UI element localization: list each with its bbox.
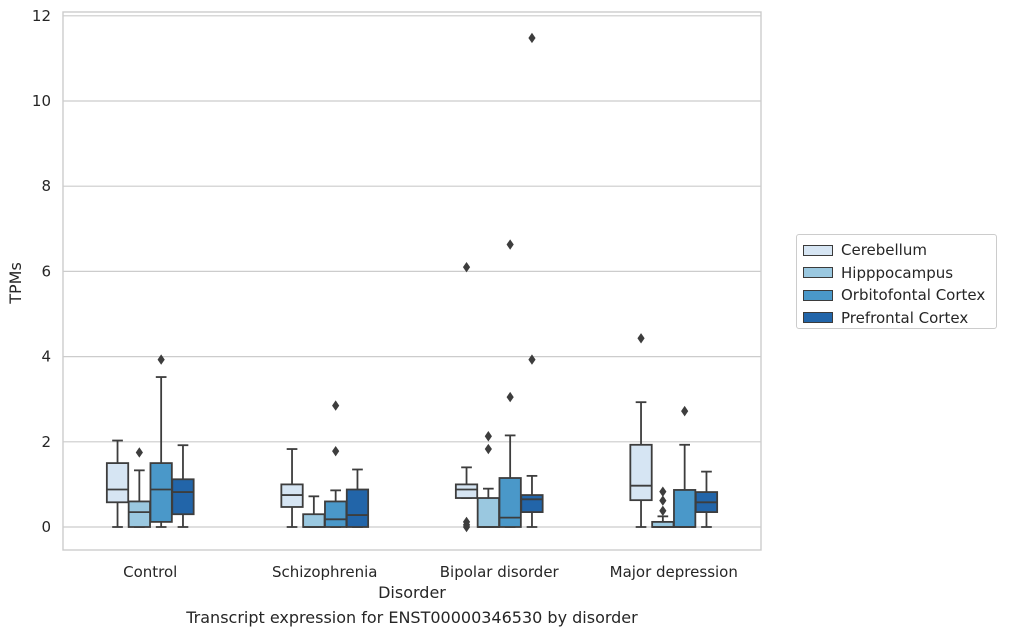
x-tick-label: Bipolar disorder (440, 563, 560, 581)
box (324, 500, 348, 528)
outlier-point (528, 354, 536, 365)
legend: Cerebellum Hipppocampus Orbitofontal Corte… (796, 234, 997, 329)
outlier-point (332, 445, 340, 457)
series-hipppocampus (127, 431, 675, 528)
series-cerebellum (105, 261, 653, 533)
y-tick-label: 10 (32, 92, 51, 110)
legend-item: Prefrontal Cortex (803, 307, 996, 330)
y-axis-label: TPMs (6, 262, 25, 305)
outlier-point (157, 354, 165, 365)
legend-item: Orbitofontal Cortex (803, 284, 996, 307)
series-orbitofontal-cortex (149, 239, 697, 528)
box (476, 497, 500, 528)
series-prefrontal-cortex (171, 32, 719, 528)
x-tick-label: Control (123, 563, 177, 581)
box (171, 478, 195, 516)
x-tick-labels: Control Schizophrenia Bipolar disorder Majo… (123, 563, 738, 581)
y-tick-label: 12 (32, 7, 51, 25)
x-tick-label: Major depression (610, 563, 738, 581)
outlier-point (659, 495, 667, 506)
legend-swatch (803, 289, 833, 301)
outlier-point (332, 400, 340, 411)
box-series (105, 32, 719, 533)
box (673, 489, 697, 528)
grid-lines (63, 15, 761, 528)
outlier-point (462, 521, 471, 533)
x-axis-label: Disorder (378, 583, 446, 602)
outlier-point (135, 447, 143, 458)
box (629, 443, 653, 502)
y-tick-label: 2 (41, 433, 51, 451)
box (345, 488, 370, 528)
plot-frame (62, 11, 762, 551)
y-tick-label: 0 (41, 518, 51, 536)
y-tick-label: 4 (41, 348, 51, 366)
legend-label: Cerebellum (841, 241, 927, 260)
box (498, 477, 522, 528)
legend-item: Hipppocampus (803, 262, 996, 285)
box (127, 500, 151, 528)
outlier-point (506, 391, 514, 403)
legend-swatch (803, 312, 833, 324)
legend-swatch (803, 244, 833, 256)
legend-label: Prefrontal Cortex (841, 308, 969, 327)
outlier-point (462, 261, 471, 273)
legend-item: Cerebellum (803, 239, 996, 262)
outlier-point (681, 405, 689, 417)
y-tick-labels: 0 2 4 6 8 10 12 (32, 7, 51, 536)
y-tick-label: 8 (41, 177, 51, 195)
outlier-point (506, 239, 514, 250)
outlier-point (659, 486, 667, 497)
legend-label: Orbitofontal Cortex (841, 286, 986, 305)
legend-swatch (803, 267, 833, 279)
x-tick-label: Schizophrenia (272, 563, 377, 581)
box (302, 513, 326, 528)
outlier-point (484, 431, 492, 442)
chart-caption: Transcript expression for ENST0000034653… (186, 608, 638, 627)
box (105, 462, 130, 504)
box (520, 494, 544, 513)
box (149, 462, 173, 523)
outlier-point (528, 32, 536, 44)
y-tick-label: 6 (41, 262, 51, 280)
legend-label: Hipppocampus (841, 263, 954, 282)
outlier-point (659, 505, 667, 517)
outlier-point (484, 443, 492, 455)
outlier-point (637, 333, 645, 344)
box (454, 483, 479, 499)
